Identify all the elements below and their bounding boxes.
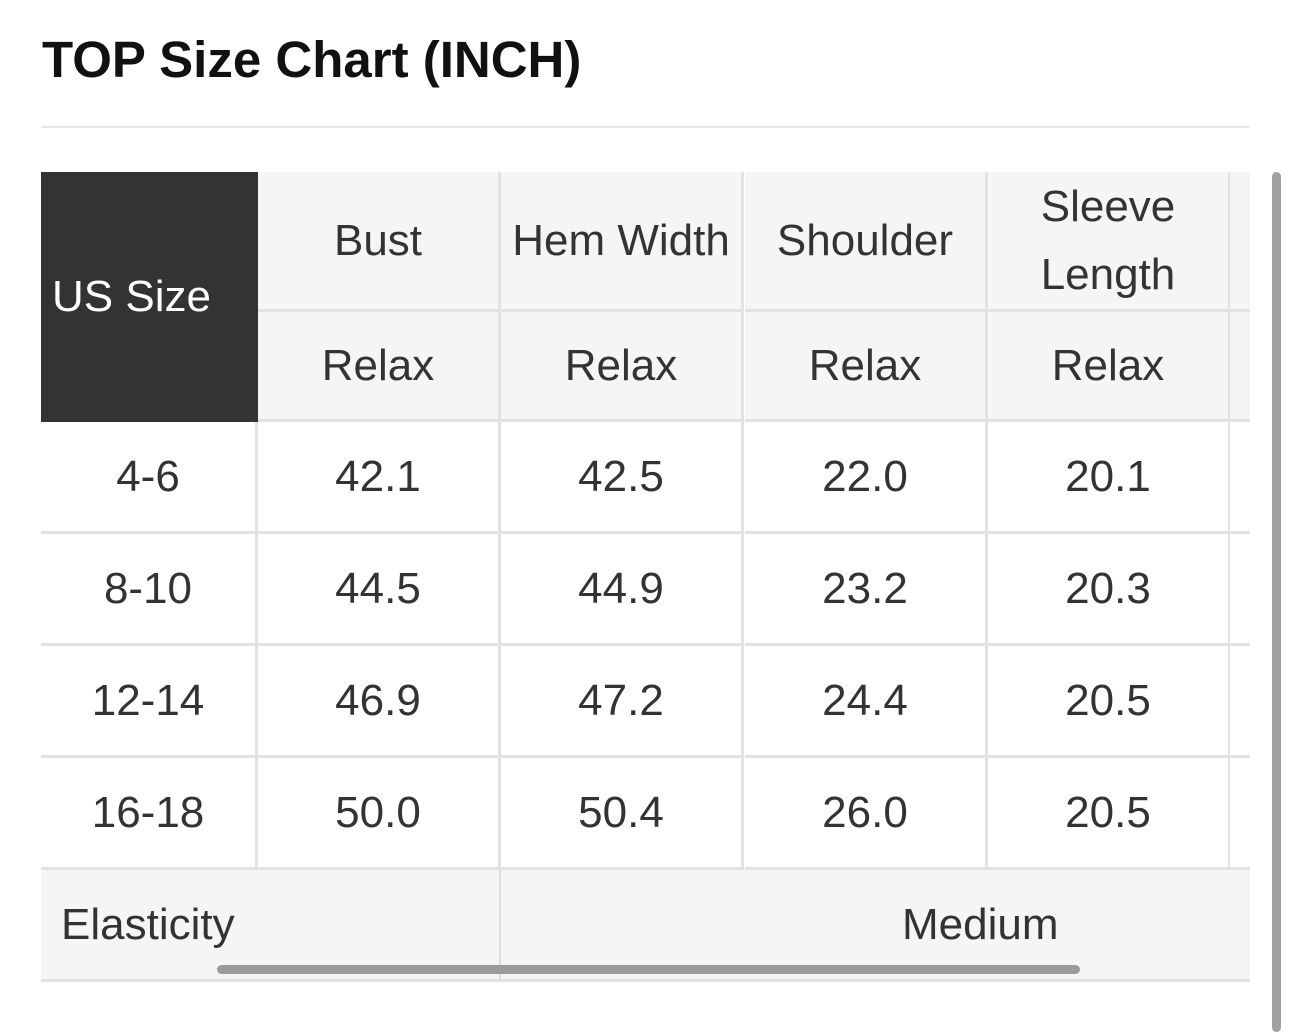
column-header: Bust — [258, 172, 501, 312]
value-cell: 50.4 — [501, 758, 744, 870]
value-cell: 42.1 — [258, 422, 501, 534]
column-header: Shoulder — [745, 172, 988, 312]
column-subheader: Relax — [501, 312, 744, 422]
horizontal-scrollbar[interactable] — [217, 965, 1080, 974]
page-title: TOP Size Chart (INCH) — [42, 31, 582, 88]
elasticity-label: Elasticity — [41, 870, 501, 982]
size-cell: 4-6 — [41, 422, 258, 534]
size-chart-table[interactable]: US Size Bust Relax Hem Width Relax Shoulder R… — [41, 170, 1250, 984]
vertical-scrollbar[interactable] — [1272, 172, 1281, 1032]
value-cell: 47.2 — [501, 646, 744, 758]
value-cell: 23.2 — [745, 534, 988, 646]
value-cell: 50.0 — [258, 758, 501, 870]
value-cell-clipped — [1230, 422, 1250, 534]
value-cell-clipped — [1230, 646, 1250, 758]
column-subheader: Relax — [745, 312, 988, 422]
column-subheader-clipped — [1230, 312, 1250, 422]
column-header: Hem Width — [501, 172, 744, 312]
value-cell: 46.9 — [258, 646, 501, 758]
value-cell: 20.5 — [988, 758, 1231, 870]
size-cell: 12-14 — [41, 646, 258, 758]
value-cell-clipped — [1230, 534, 1250, 646]
value-cell: 20.3 — [988, 534, 1231, 646]
value-cell: 42.5 — [501, 422, 744, 534]
value-cell: 24.4 — [745, 646, 988, 758]
us-size-header: US Size — [41, 172, 258, 422]
value-cell: 20.1 — [988, 422, 1231, 534]
value-cell: 44.5 — [258, 534, 501, 646]
column-subheader: Relax — [258, 312, 501, 422]
column-header: Sleeve Length — [988, 172, 1231, 312]
column-header-clipped — [1230, 172, 1250, 312]
size-cell: 16-18 — [41, 758, 258, 870]
column-subheader: Relax — [988, 312, 1231, 422]
divider — [41, 126, 1249, 128]
value-cell-clipped — [1230, 758, 1250, 870]
value-cell: 26.0 — [745, 758, 988, 870]
value-cell: 22.0 — [745, 422, 988, 534]
value-cell: 44.9 — [501, 534, 744, 646]
elasticity-value: Medium — [501, 870, 1250, 982]
value-cell: 20.5 — [988, 646, 1231, 758]
size-cell: 8-10 — [41, 534, 258, 646]
